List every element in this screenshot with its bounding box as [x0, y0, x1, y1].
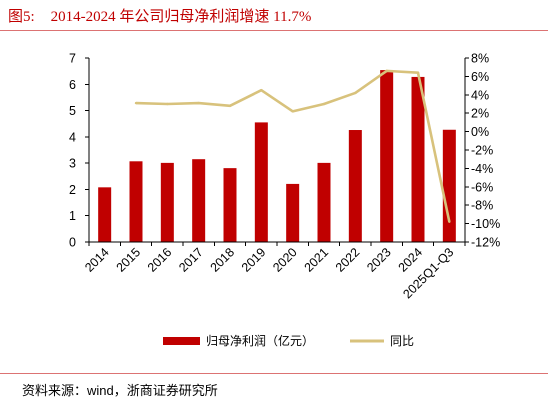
- left-tick-label: 4: [69, 130, 76, 144]
- yoy-point-2019: [260, 89, 263, 92]
- right-tick-label: 6%: [471, 70, 489, 84]
- left-tick-label: 0: [69, 236, 76, 250]
- legend-bar-swatch: [163, 337, 200, 345]
- right-tick-label: -6%: [471, 180, 493, 194]
- figure-label: 图5:: [8, 9, 35, 25]
- bar-2017: [192, 159, 206, 242]
- chart-title: 2014-2024 年公司归母净利润增速 11.7%: [50, 9, 312, 25]
- x-tick-label-2015: 2015: [114, 245, 144, 275]
- x-tick-label-2017: 2017: [176, 245, 206, 275]
- yoy-point-2020: [291, 110, 294, 113]
- bars-group: [98, 70, 456, 243]
- left-tick-label: 3: [69, 157, 76, 171]
- bar-2024: [411, 76, 425, 243]
- yoy-point-2018: [228, 104, 232, 108]
- bar-2016: [160, 162, 174, 242]
- legend: 归母净利润（亿元） 同比: [163, 333, 414, 348]
- right-tick-label: 8%: [471, 52, 489, 66]
- left-tick-label: 5: [69, 104, 76, 118]
- right-tick-label: 0%: [471, 125, 489, 139]
- legend-bar-label: 归母净利润（亿元）: [206, 333, 314, 348]
- legend-line-label: 同比: [390, 334, 414, 348]
- yoy-point-2024: [416, 71, 420, 74]
- left-tick-label: 2: [69, 183, 76, 197]
- bar-2023: [380, 70, 394, 242]
- x-tick-label-2022: 2022: [333, 245, 363, 275]
- yoy-line-group: [134, 69, 451, 223]
- right-tick-label: -2%: [471, 144, 493, 158]
- bar-2021: [317, 162, 331, 242]
- figure-title: 图5: 2014-2024 年公司归母净利润增速 11.7%: [8, 5, 311, 26]
- right-tick-label: -10%: [471, 217, 500, 231]
- x-tick-label-2019: 2019: [239, 245, 269, 275]
- left-tick-label: 1: [69, 209, 76, 223]
- bar-2019: [254, 122, 268, 242]
- bar-2025Q1-Q3: [442, 129, 456, 242]
- yoy-point-2023: [385, 69, 388, 73]
- yoy-point-2022: [354, 91, 357, 95]
- yoy-point-2017: [197, 101, 200, 105]
- left-tick-label: 7: [69, 52, 76, 66]
- right-tick-label: 2%: [471, 107, 489, 121]
- right-tick-label: -8%: [471, 199, 493, 213]
- bar-2018: [223, 168, 237, 242]
- axes-group: [88, 58, 466, 243]
- yoy-point-2025Q1-Q3: [448, 220, 451, 223]
- title-rule: [0, 30, 548, 31]
- x-tick-label-2018: 2018: [208, 245, 238, 275]
- source-note: 资料来源：wind，浙商证券研究所: [22, 383, 218, 398]
- source-rule: [0, 373, 548, 374]
- yoy-point-2015: [134, 101, 138, 105]
- yoy-point-2016: [166, 102, 169, 106]
- x-tick-label-2023: 2023: [364, 245, 394, 275]
- bar-2022: [348, 130, 362, 242]
- x-tick-label-2016: 2016: [145, 245, 175, 275]
- right-tick-label: -12%: [471, 236, 500, 250]
- right-tick-label: -4%: [471, 162, 493, 176]
- x-tick-label-2021: 2021: [302, 245, 332, 275]
- x-ticks: [88, 242, 466, 246]
- bar-2015: [129, 161, 143, 242]
- right-y-ticks: -12% -10% -8% -6% -4% -2% 0% 2% 4% 6% 8%: [465, 52, 500, 250]
- yoy-point-2021: [322, 102, 326, 106]
- bar-2014: [98, 187, 112, 242]
- x-tick-labels: 2014 2015 2016 2017 2018 2019 2020 2021 2022 2023…: [82, 245, 456, 301]
- bar-2020: [286, 183, 300, 242]
- left-y-ticks: 0 1 2 3 4 5 6 7: [69, 52, 89, 250]
- x-tick-label-2014: 2014: [82, 245, 112, 275]
- x-tick-label-2020: 2020: [270, 245, 300, 275]
- right-tick-label: 4%: [471, 88, 489, 102]
- left-tick-label: 6: [69, 78, 76, 92]
